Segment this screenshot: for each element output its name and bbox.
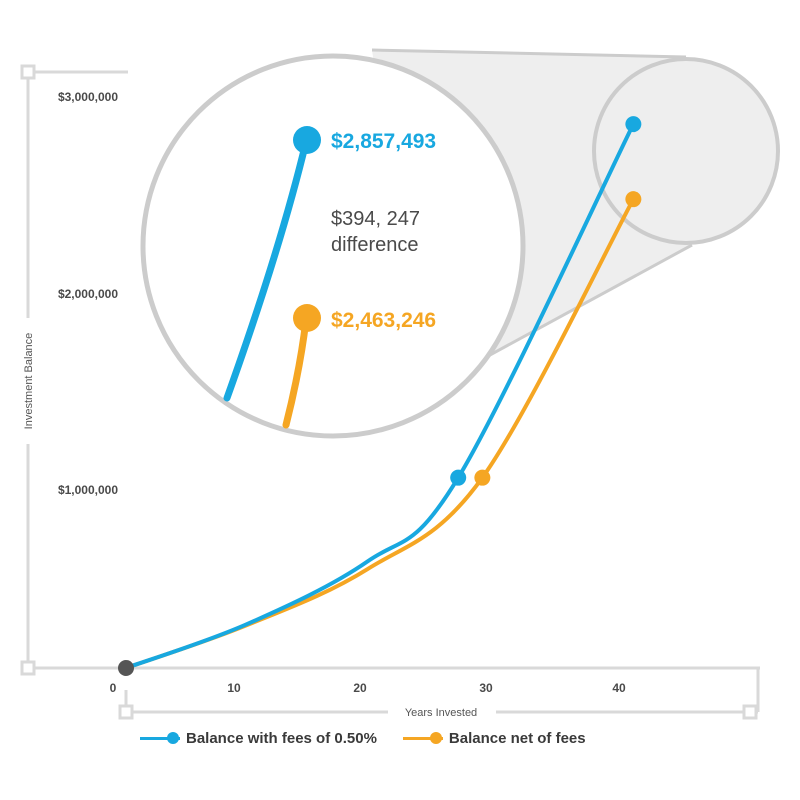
magnifier-large-circle [140, 53, 526, 439]
x-tick-label: 0 [110, 681, 117, 695]
legend-line-orange [402, 737, 443, 740]
y-tick-label: $1,000,000 [58, 483, 118, 497]
frame-cap-bottom-left [118, 704, 134, 720]
magnifier-cone-top-edge [371, 48, 687, 59]
y-tick-label: $2,000,000 [58, 287, 118, 301]
legend-label-orange: Balance net of fees [448, 729, 586, 747]
legend-dot-blue [167, 732, 179, 744]
difference-value: $394, 247 [331, 208, 420, 230]
y-axis-label-gap [19, 318, 37, 444]
series-point-orange [625, 191, 642, 208]
blue-final-value-label: $2,857,493 [331, 130, 436, 153]
series-point-orange [474, 469, 491, 486]
frame-cap-origin [20, 660, 36, 676]
series-line-blue [124, 122, 636, 670]
legend-item-blue: Balance with fees of 0.50% [140, 728, 377, 748]
start-point [118, 660, 134, 676]
frame-cap-bottom-right [742, 704, 758, 720]
difference-label: difference [331, 234, 418, 256]
series-point-blue [450, 469, 467, 486]
x-tick-label: 40 [612, 681, 626, 695]
frame-cap-top [20, 64, 36, 80]
y-axis-label: Investment Balance [23, 333, 35, 430]
legend-label-blue: Balance with fees of 0.50% [186, 729, 377, 747]
legend-swatch-blue [140, 728, 180, 748]
magnifier-callout: $2,857,493 $2,463,246 $394, 247 differen… [140, 48, 780, 439]
series-layer [118, 116, 642, 676]
zoomed-blue-dot [293, 126, 321, 154]
zoomed-blue-line [223, 138, 310, 402]
y-tick-label: $3,000,000 [58, 90, 118, 104]
x-tick-label: 10 [227, 681, 241, 695]
orange-final-value-label: $2,463,246 [331, 309, 436, 332]
zoomed-orange-dot [293, 304, 321, 332]
legend-swatch-orange [402, 728, 443, 748]
x-axis-label: Years Invested [405, 707, 477, 719]
legend-item-orange: Balance net of fees [402, 728, 586, 748]
legend-line-blue [140, 737, 180, 740]
legend-dot-orange [429, 732, 442, 744]
x-axis-label-gap [388, 704, 496, 720]
x-tick-label: 20 [353, 681, 367, 695]
legend: Balance with fees of 0.50% Balance net o… [140, 728, 586, 748]
x-tick-label: 30 [479, 681, 493, 695]
series-point-blue [625, 116, 642, 133]
